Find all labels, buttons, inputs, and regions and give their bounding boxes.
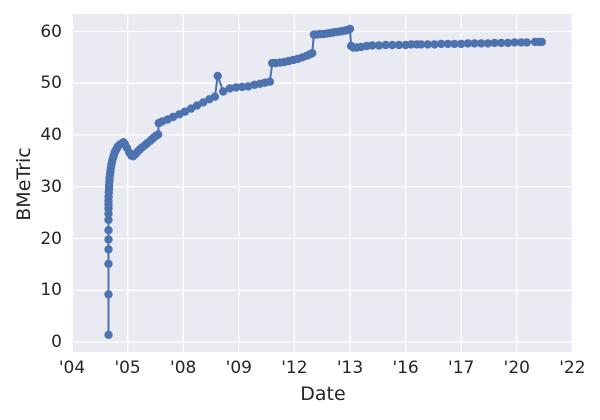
x-tick-label: '04 (58, 358, 86, 378)
data-point (104, 330, 113, 339)
data-point (510, 38, 519, 47)
series-line (107, 27, 542, 335)
data-point (104, 226, 113, 235)
y-tick-label: 60 (40, 21, 62, 42)
data-point (345, 24, 355, 34)
y-axis-title: BMeTric (13, 147, 35, 221)
y-tick-label: 10 (40, 280, 62, 301)
gridlines (73, 14, 573, 352)
data-point (237, 82, 247, 92)
data-point (104, 215, 113, 225)
data-point (503, 38, 513, 48)
y-tick-label: 40 (40, 125, 62, 145)
plot-area (73, 14, 573, 352)
x-tick-label: '16 (392, 358, 419, 378)
chart-canvas (73, 14, 573, 352)
data-point (104, 245, 113, 254)
data-point (522, 38, 531, 47)
data-point (213, 71, 222, 81)
y-tick-label: 50 (40, 73, 62, 94)
data-point (210, 92, 220, 101)
data-point (104, 290, 113, 299)
data-point (104, 259, 113, 269)
x-axis-title: Date (300, 383, 346, 405)
data-point (463, 39, 473, 48)
data-point (374, 41, 384, 50)
data-point (308, 49, 317, 58)
data-point (104, 235, 113, 244)
data-point (265, 77, 275, 86)
data-point (368, 41, 377, 50)
x-tick-label: '13 (336, 358, 364, 378)
x-tick-label: '08 (170, 358, 197, 378)
x-tick-label: '12 (281, 358, 308, 378)
data-point (219, 87, 228, 96)
x-tick-label: '20 (503, 358, 530, 378)
data-point (430, 40, 439, 49)
data-point (470, 39, 479, 48)
x-tick-label: '05 (114, 358, 141, 378)
x-tick-label: '17 (448, 358, 475, 378)
y-tick-label: 20 (40, 228, 62, 249)
x-tick-label: '09 (225, 358, 252, 378)
data-point (450, 39, 459, 49)
y-tick-label: 0 (51, 332, 62, 352)
data-point (381, 40, 390, 50)
data-point (497, 38, 506, 48)
data-point (154, 130, 163, 139)
x-tick-label: '22 (559, 358, 586, 378)
data-point (388, 40, 397, 50)
data-point (417, 40, 426, 49)
data-point (457, 39, 466, 49)
data-point (231, 83, 241, 92)
data-point (537, 37, 546, 47)
data-point (490, 38, 499, 48)
y-tick-label: 30 (40, 176, 62, 197)
data-point (394, 40, 404, 50)
data-point (423, 40, 432, 49)
data-point (437, 39, 446, 49)
data-point (477, 39, 486, 48)
data-point (443, 39, 453, 49)
data-series (104, 24, 546, 339)
data-point (483, 39, 493, 48)
